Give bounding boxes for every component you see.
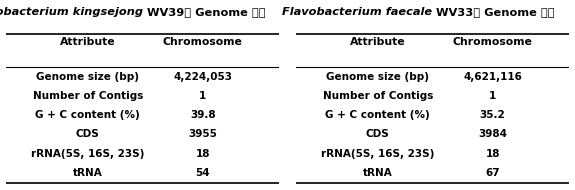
Text: 1: 1 bbox=[199, 91, 206, 101]
Text: 39.8: 39.8 bbox=[190, 110, 216, 120]
Text: Chromosome: Chromosome bbox=[453, 37, 532, 47]
Text: WV39번 Genome 특징: WV39번 Genome 특징 bbox=[143, 7, 265, 17]
Text: 3984: 3984 bbox=[478, 129, 507, 139]
Text: tRNA: tRNA bbox=[363, 168, 393, 178]
Text: Flavobacterium kingsejong: Flavobacterium kingsejong bbox=[0, 7, 143, 17]
Text: Attribute: Attribute bbox=[60, 37, 116, 47]
Text: G + C content (%): G + C content (%) bbox=[36, 110, 140, 120]
Text: 3955: 3955 bbox=[188, 129, 217, 139]
Text: 4,621,116: 4,621,116 bbox=[463, 72, 522, 82]
Text: Number of Contigs: Number of Contigs bbox=[323, 91, 433, 101]
Text: Attribute: Attribute bbox=[350, 37, 405, 47]
Text: WV33번 Genome 특징: WV33번 Genome 특징 bbox=[432, 7, 555, 17]
Text: CDS: CDS bbox=[76, 129, 99, 139]
Text: 1: 1 bbox=[489, 91, 496, 101]
Text: Genome size (bp): Genome size (bp) bbox=[36, 72, 139, 82]
Text: rRNA(5S, 16S, 23S): rRNA(5S, 16S, 23S) bbox=[321, 149, 435, 159]
Text: Number of Contigs: Number of Contigs bbox=[33, 91, 143, 101]
Text: Flavobacterium faecale: Flavobacterium faecale bbox=[282, 7, 432, 17]
Text: 18: 18 bbox=[196, 149, 210, 159]
Text: tRNA: tRNA bbox=[73, 168, 103, 178]
Text: Genome size (bp): Genome size (bp) bbox=[326, 72, 430, 82]
Text: 54: 54 bbox=[196, 168, 210, 178]
Text: Chromosome: Chromosome bbox=[163, 37, 243, 47]
Text: 35.2: 35.2 bbox=[480, 110, 505, 120]
Text: rRNA(5S, 16S, 23S): rRNA(5S, 16S, 23S) bbox=[31, 149, 144, 159]
Text: 4,224,053: 4,224,053 bbox=[173, 72, 232, 82]
Text: 18: 18 bbox=[485, 149, 500, 159]
Text: CDS: CDS bbox=[366, 129, 390, 139]
Text: G + C content (%): G + C content (%) bbox=[325, 110, 430, 120]
Text: 67: 67 bbox=[485, 168, 500, 178]
